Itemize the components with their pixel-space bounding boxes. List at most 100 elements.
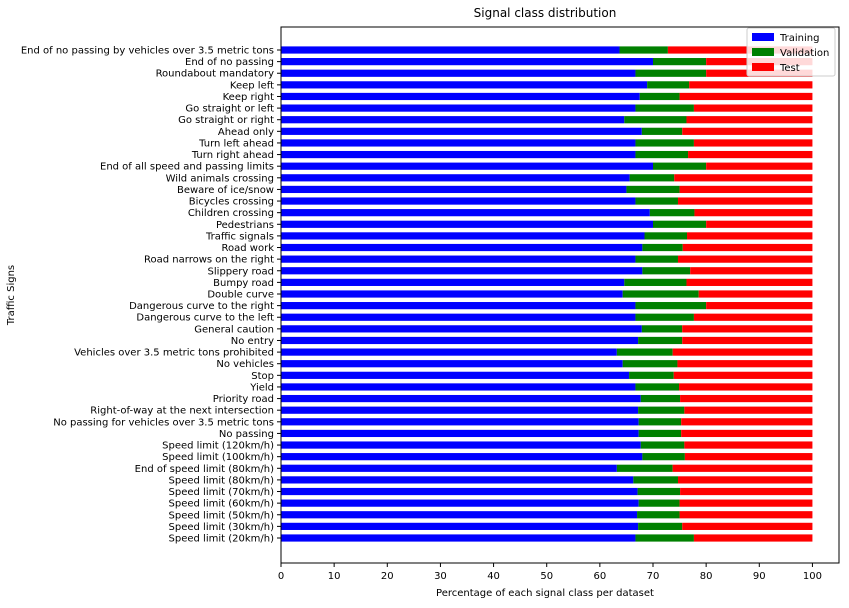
bar-validation-36 <box>624 116 687 124</box>
bar-validation-15 <box>622 360 678 368</box>
bar-validation-35 <box>641 127 683 135</box>
bar-test-35 <box>682 127 813 135</box>
y-tick-label: Speed limit (50km/h) <box>169 510 275 521</box>
bar-test-39 <box>689 81 813 89</box>
bar-training-40 <box>281 69 636 77</box>
y-tick-label: Speed limit (100km/h) <box>162 452 274 463</box>
bar-training-37 <box>281 104 636 112</box>
bar-validation-26 <box>644 232 688 240</box>
bar-test-5 <box>677 476 813 484</box>
bar-validation-18 <box>641 325 683 333</box>
y-tick-label: Bumpy road <box>213 278 274 289</box>
x-axis-label: Percentage of each signal class per data… <box>436 588 654 599</box>
bar-training-20 <box>281 302 636 310</box>
bar-test-32 <box>706 162 813 170</box>
legend-swatch-test <box>752 63 774 71</box>
bar-validation-32 <box>653 162 707 170</box>
y-tick-label: Traffic signals <box>205 231 274 242</box>
y-tick-label: End of no passing <box>185 57 274 68</box>
bar-training-29 <box>281 197 636 205</box>
bar-test-36 <box>686 116 813 124</box>
bar-test-16 <box>672 348 813 356</box>
bar-test-18 <box>682 325 813 333</box>
y-tick-label: Speed limit (120km/h) <box>162 441 274 452</box>
bar-test-30 <box>679 185 813 194</box>
y-tick-label: Road work <box>222 243 275 254</box>
bar-validation-12 <box>640 394 681 403</box>
bar-training-39 <box>281 81 648 89</box>
bar-validation-2 <box>637 511 680 519</box>
x-tick-label: 90 <box>753 571 766 582</box>
bar-test-7 <box>684 453 813 461</box>
bar-training-10 <box>281 418 639 426</box>
bar-test-19 <box>693 313 813 321</box>
bar-test-14 <box>673 371 813 379</box>
bar-test-12 <box>680 394 813 403</box>
y-tick-label: Speed limit (80km/h) <box>169 475 275 486</box>
bar-validation-27 <box>653 220 707 228</box>
bar-validation-28 <box>649 209 695 217</box>
bar-validation-25 <box>642 243 683 252</box>
bar-validation-22 <box>624 278 687 286</box>
bar-test-6 <box>672 464 813 472</box>
legend-label-validation: Validation <box>780 48 829 59</box>
bar-training-30 <box>281 185 627 194</box>
bar-test-10 <box>681 418 813 426</box>
y-tick-label: End of no passing by vehicles over 3.5 m… <box>21 46 274 57</box>
bar-training-12 <box>281 394 641 403</box>
y-tick-label: Dangerous curve to the right <box>129 301 274 312</box>
bar-test-8 <box>684 441 813 449</box>
bar-validation-33 <box>635 150 689 159</box>
bar-training-23 <box>281 267 643 275</box>
y-tick-label: Go straight or left <box>185 104 274 115</box>
bar-training-28 <box>281 209 650 217</box>
bar-training-27 <box>281 220 653 228</box>
bar-training-4 <box>281 487 638 496</box>
bar-test-0 <box>693 534 813 542</box>
bar-test-17 <box>682 336 813 345</box>
x-tick-label: 0 <box>278 571 284 582</box>
bar-training-14 <box>281 371 630 379</box>
bar-validation-23 <box>642 267 691 275</box>
y-tick-label: No passing for vehicles over 3.5 metric … <box>53 417 274 428</box>
bar-training-38 <box>281 92 640 101</box>
x-tick-label: 80 <box>700 571 713 582</box>
bar-training-26 <box>281 232 645 240</box>
bar-training-34 <box>281 139 636 147</box>
bar-test-21 <box>698 290 813 298</box>
bar-validation-6 <box>616 464 673 472</box>
bar-validation-20 <box>635 302 707 310</box>
bar-test-28 <box>694 209 813 217</box>
x-tick-label: 40 <box>487 571 500 582</box>
bar-test-15 <box>677 360 813 368</box>
bar-validation-30 <box>626 185 680 194</box>
y-tick-label: Bicycles crossing <box>189 197 274 208</box>
y-tick-label: Keep right <box>223 92 274 103</box>
bar-test-34 <box>693 139 813 147</box>
bar-test-9 <box>681 429 813 438</box>
bar-validation-37 <box>635 104 694 112</box>
bar-validation-42 <box>619 46 668 54</box>
bar-test-4 <box>680 487 813 496</box>
bar-validation-1 <box>638 522 683 530</box>
bar-training-16 <box>281 348 617 356</box>
y-tick-label: End of all speed and passing limits <box>100 162 274 173</box>
bar-training-0 <box>281 534 636 542</box>
chart-title: Signal class distribution <box>474 6 617 20</box>
y-tick-label: End of speed limit (80km/h) <box>135 464 274 475</box>
bar-training-41 <box>281 58 653 66</box>
y-tick-label: No passing <box>219 429 274 440</box>
bar-test-25 <box>682 243 813 252</box>
bar-training-7 <box>281 453 643 461</box>
bar-training-25 <box>281 243 643 252</box>
bar-training-22 <box>281 278 625 286</box>
bar-test-1 <box>682 522 813 530</box>
bars-layer <box>281 46 813 542</box>
bar-training-3 <box>281 499 639 507</box>
y-tick-label: Double curve <box>207 290 274 301</box>
y-tick-label: Vehicles over 3.5 metric tons prohibited <box>74 348 274 359</box>
y-tick-label: Speed limit (30km/h) <box>169 522 275 533</box>
bar-validation-11 <box>638 406 685 414</box>
x-tick-label: 100 <box>803 571 822 582</box>
bar-test-11 <box>684 406 813 414</box>
